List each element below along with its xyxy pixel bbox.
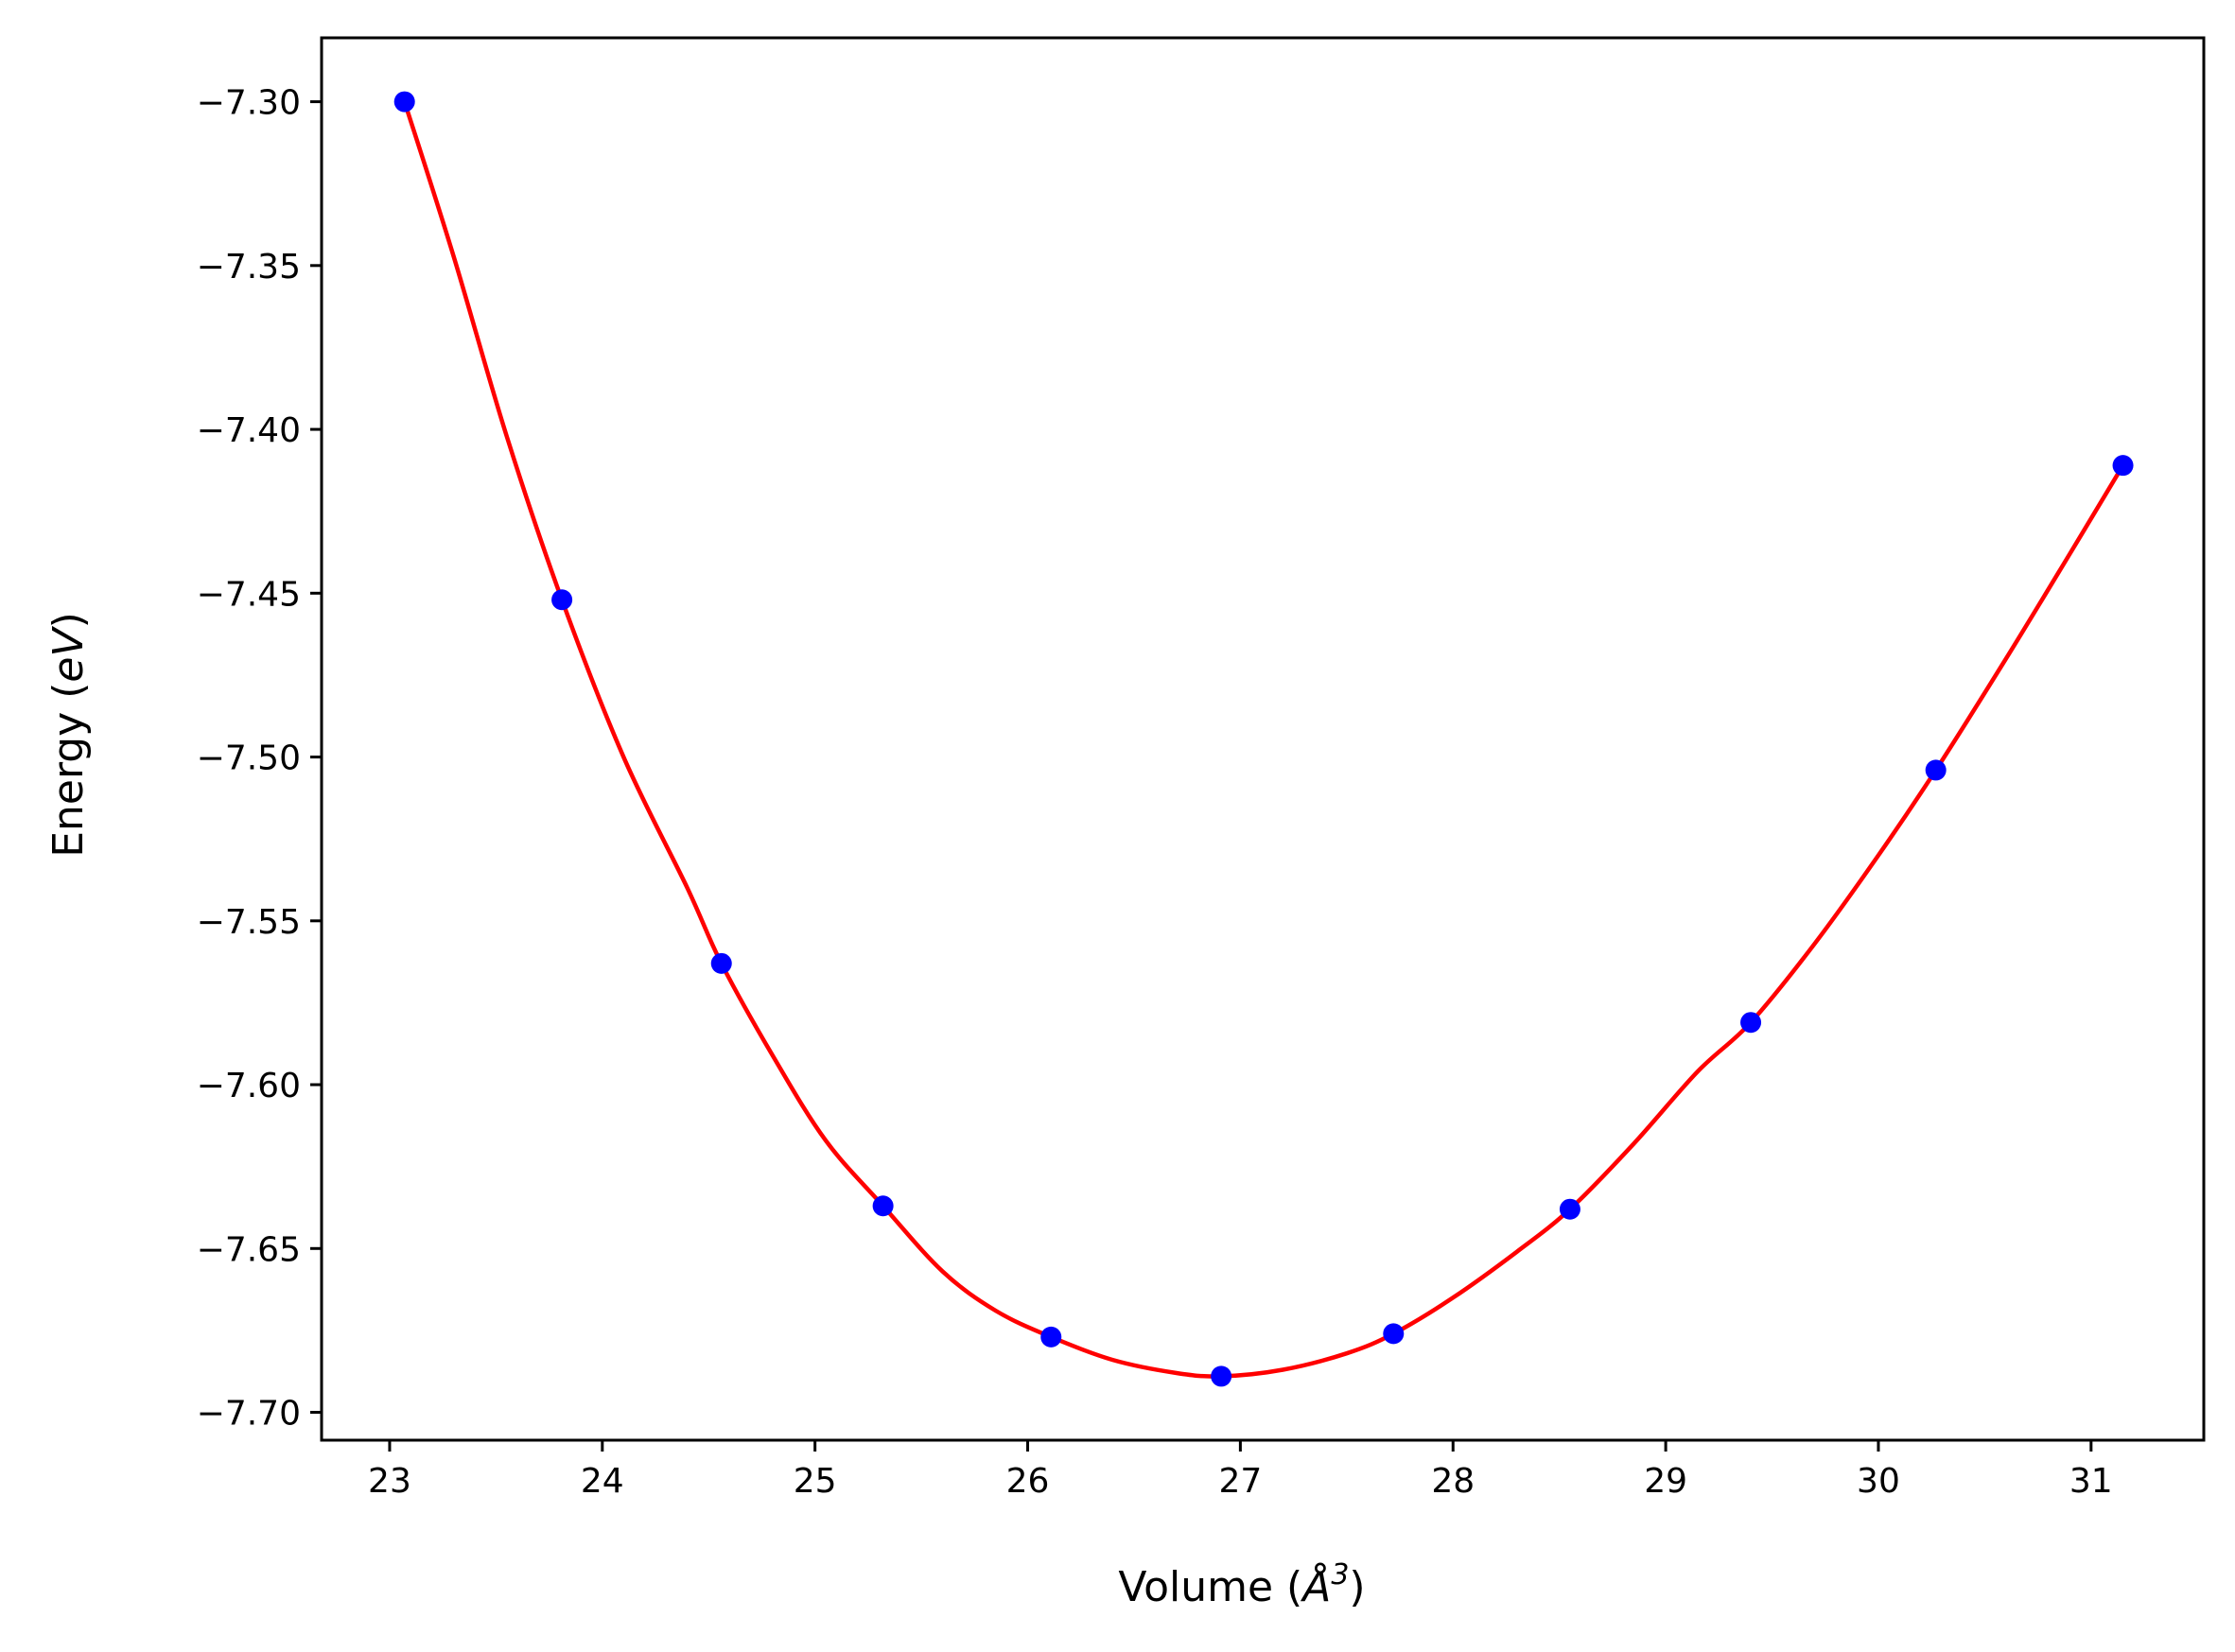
- x-tick-label: 30: [1857, 1462, 1900, 1501]
- data-point: [1211, 1365, 1232, 1387]
- plot-frame: [320, 36, 2206, 1442]
- x-axis-title: Volume (Å3): [1118, 1558, 1365, 1611]
- x-tick-label: 23: [368, 1462, 411, 1501]
- data-point: [1559, 1198, 1580, 1220]
- x-tick-label: 26: [1006, 1462, 1050, 1501]
- x-tick-label: 25: [794, 1462, 837, 1501]
- x-tick-label: 24: [581, 1462, 624, 1501]
- data-point: [710, 952, 732, 974]
- x-tick-label: 28: [1431, 1462, 1475, 1501]
- x-tick-label: 31: [2069, 1462, 2113, 1501]
- fit-curve-line: [402, 100, 2125, 1379]
- y-tick-label: −7.45: [197, 575, 301, 614]
- y-tick-label: −7.35: [197, 248, 301, 287]
- data-point: [2112, 455, 2134, 477]
- plot-area: [393, 91, 2134, 1387]
- data-point: [1925, 759, 1947, 781]
- data-point: [1383, 1323, 1405, 1345]
- data-point: [393, 91, 415, 113]
- data-point: [872, 1195, 894, 1217]
- y-tick-label: −7.30: [197, 84, 301, 123]
- y-tick-label: −7.70: [197, 1395, 301, 1434]
- y-tick-label: −7.55: [197, 903, 301, 942]
- y-tick-label: −7.40: [197, 411, 301, 450]
- data-point: [1740, 1012, 1762, 1034]
- data-point: [1040, 1326, 1062, 1348]
- y-tick-label: −7.50: [197, 739, 301, 778]
- data-point: [551, 589, 573, 611]
- y-axis-title: Energy (eV): [44, 612, 93, 858]
- x-tick-label: 27: [1218, 1462, 1262, 1501]
- y-tick-label: −7.65: [197, 1230, 301, 1269]
- axes: 23 24 25 26 27 28 29 30 31 −7.30 −7.35 −7.40 −7.45 −7…: [197, 84, 2113, 1501]
- y-tick-label: −7.60: [197, 1067, 301, 1105]
- x-tick-label: 29: [1644, 1462, 1687, 1501]
